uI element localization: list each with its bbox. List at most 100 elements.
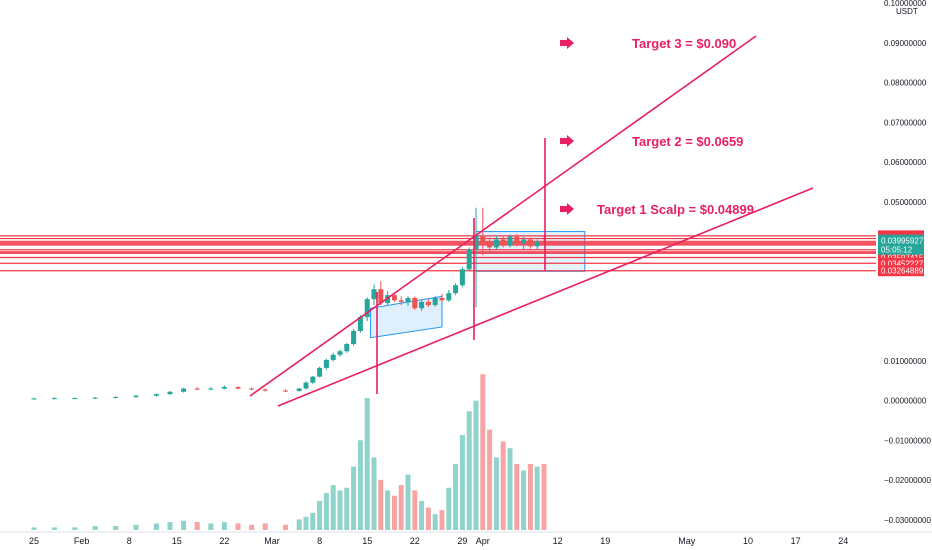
volume-bar (432, 514, 438, 530)
volume-bar (453, 464, 459, 530)
candle-body (425, 301, 431, 306)
flag-channel (370, 295, 443, 339)
current-price-text: 0.03995927 (881, 237, 924, 246)
candle-body (493, 239, 499, 248)
candle-body (419, 301, 425, 309)
y-tick-label: 0.05000000 (884, 198, 927, 207)
candle-body (262, 389, 268, 391)
volume-bar (262, 523, 268, 530)
volume-bar (385, 490, 391, 530)
volume-bar (425, 507, 431, 530)
volume-bar (514, 464, 520, 530)
volume-bar (412, 490, 418, 530)
x-tick-label: 10 (743, 536, 753, 546)
candle-body (405, 297, 411, 302)
volume-bar (398, 485, 404, 530)
volume-bar (194, 522, 200, 530)
trend-line (277, 187, 814, 407)
candle-body (453, 285, 459, 294)
y-tick-label: 0.06000000 (884, 158, 927, 167)
volume-bar (317, 500, 323, 530)
volume-bar (72, 527, 78, 530)
volume-bar (92, 526, 98, 530)
level-price-text: 0.03452227 (881, 259, 924, 268)
candle-body (303, 382, 309, 389)
volume-bar (364, 398, 370, 530)
target-annotations: Target 3 = $0.090 Target 2 = $0.0659 Targe… (560, 36, 754, 217)
volume-bar (167, 522, 173, 530)
candle-body (133, 395, 139, 397)
volume-bar (473, 400, 479, 530)
volume-bar (344, 487, 350, 530)
x-tick-label: Feb (74, 536, 90, 546)
candle-body (310, 376, 316, 383)
current-price-zone (0, 240, 876, 246)
candle-body (541, 241, 547, 243)
y-tick-label: 0.01000000 (884, 357, 927, 366)
volume-bar (330, 485, 336, 530)
volume-bar (113, 526, 119, 530)
x-tick-label: Apr (476, 536, 490, 546)
candle-body (500, 239, 506, 246)
candle-body (337, 351, 343, 355)
volume-bar (283, 524, 289, 530)
candle-body (391, 295, 397, 301)
candle-body (364, 299, 370, 318)
candle-body (514, 236, 520, 244)
y-tick-label: −0.02000000 (884, 476, 931, 485)
y-tick-label: 0.00000000 (884, 397, 927, 406)
y-axis-top-label: 0.10000000 (884, 0, 927, 8)
y-tick-label: 0.07000000 (884, 118, 927, 127)
volume-bar (51, 527, 57, 530)
x-tick-label: 12 (553, 536, 563, 546)
x-tick-label: 29 (457, 536, 467, 546)
volume-bar (249, 524, 255, 530)
candle-body (113, 396, 119, 398)
x-tick-label: 8 (127, 536, 132, 546)
volume-bar (133, 524, 139, 530)
volume-bar (534, 466, 540, 530)
volume-bar (507, 448, 513, 530)
x-tick-label: 17 (791, 536, 801, 546)
volume-bar (310, 512, 316, 530)
level-price-tag (878, 252, 924, 264)
candle-body (167, 391, 173, 395)
candle-body (323, 359, 329, 368)
x-tick-label: 15 (172, 536, 182, 546)
candle-body (344, 344, 350, 352)
level-price-text: 0.03264889 (881, 267, 924, 276)
candle-body (527, 239, 533, 247)
candle-body (351, 330, 357, 345)
volume-bar (405, 474, 411, 530)
candle-body (92, 397, 98, 399)
candle-body (249, 388, 255, 390)
candle-body (507, 236, 513, 246)
volume-bar (153, 523, 159, 530)
volume-bars (31, 374, 547, 530)
candle-body (357, 317, 363, 331)
volume-bar (235, 523, 241, 530)
time-axis[interactable]: 25 Feb 8 15 22 Mar 8 15 22 29 Apr 12 19 May 10 17 24 (0, 531, 932, 546)
x-tick-label: 15 (362, 536, 372, 546)
trend-line (249, 35, 757, 397)
candle-body (72, 398, 78, 400)
volume-bar (337, 490, 343, 530)
trend-drawings (249, 35, 814, 407)
volume-bar (446, 487, 452, 530)
level-price-tag (878, 265, 924, 277)
volume-bar (500, 441, 506, 530)
target-label: Target 3 = $0.090 (632, 36, 736, 51)
volume-bar (221, 522, 227, 530)
candle-body (153, 394, 159, 396)
candle-body (330, 354, 336, 360)
volume-bar (487, 429, 493, 530)
volume-bar (493, 457, 499, 530)
target-label: Target 1 Scalp = $0.04899 (597, 202, 754, 217)
y-tick-label: −0.03000000 (884, 516, 931, 525)
candle-body (296, 388, 302, 391)
candle-body (459, 269, 465, 286)
candle-body (181, 388, 187, 392)
volume-bar (303, 516, 309, 530)
